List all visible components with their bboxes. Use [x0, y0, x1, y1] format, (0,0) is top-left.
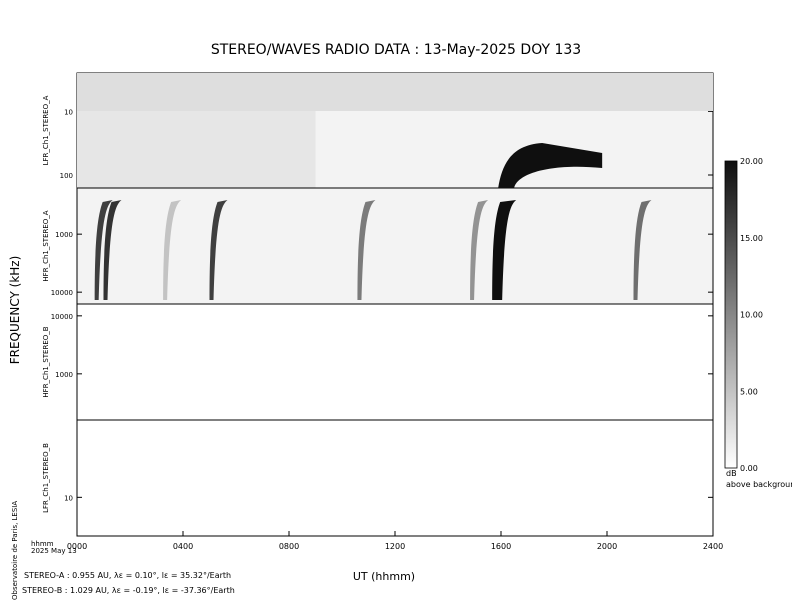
colorbar-unit: dB — [726, 469, 737, 478]
panel-frame — [76, 303, 714, 421]
x-tick-label: 0800 — [279, 542, 299, 551]
panel-LFR_Ch1_STEREO_B: 10 LFR_Ch1_STEREO_B — [42, 419, 714, 537]
colorbar-tick-label: 5.00 — [740, 387, 758, 396]
y-tick-label: 10000 — [51, 289, 73, 297]
colorbar-tick-label: 15.00 — [740, 234, 763, 243]
colorbar-tick-label: 20.00 — [740, 157, 763, 166]
chart-title: STEREO/WAVES RADIO DATA : 13-May-2025 DO… — [211, 42, 581, 58]
date-label-date: 2025 May 13 — [31, 547, 77, 555]
burst-event — [94, 200, 113, 300]
x-axis-label: UT (hhmm) — [353, 570, 415, 583]
lfr-background-band — [77, 73, 713, 111]
colorbar-tick-label: 0.00 — [740, 464, 758, 473]
y-tick-label: 10 — [64, 108, 73, 116]
burst-event — [498, 143, 603, 188]
date-label-hhmm: hhmm — [31, 540, 54, 548]
x-tick-label: 1200 — [385, 542, 405, 551]
panel-label: LFR_Ch1_STEREO_A — [42, 95, 50, 165]
panel-label: LFR_Ch1_STEREO_B — [42, 443, 50, 513]
colorbar-tick-label: 10.00 — [740, 311, 763, 320]
panel-HFR_Ch1_STEREO_B: 10000 1000 HFR_Ch1_STEREO_B — [42, 303, 714, 421]
colorbar-scale — [724, 160, 738, 469]
institution-label: Observatoire de Paris, LESIA — [11, 501, 19, 600]
colorbar-caption: above background — [726, 480, 792, 489]
burst-event — [357, 200, 376, 300]
x-tick-label: 0000 — [67, 542, 87, 551]
burst-event — [470, 200, 489, 300]
panel-frame — [76, 419, 714, 537]
lfr-background-band — [77, 111, 316, 188]
y-tick-label: 10000 — [51, 313, 73, 321]
x-tick-label: 2000 — [597, 542, 617, 551]
burst-event — [103, 200, 122, 300]
burst-events — [94, 143, 652, 300]
y-axis-label: FREQUENCY (kHz) — [8, 256, 22, 365]
colorbar: 0.00 5.00 10.00 15.00 20.00 — [724, 157, 763, 473]
panel-label: HFR_Ch1_STEREO_B — [42, 326, 50, 397]
burst-event — [209, 200, 228, 300]
burst-event — [633, 200, 652, 300]
burst-event — [492, 200, 517, 300]
burst-event — [163, 200, 182, 300]
y-tick-label: 100 — [60, 172, 73, 180]
x-tick-label: 2400 — [703, 542, 723, 551]
stereo-a-position: STEREO-A : 0.955 AU, λε = 0.10°, lε = 35… — [24, 571, 231, 580]
y-tick-label: 1000 — [55, 231, 73, 239]
x-tick-label: 1600 — [491, 542, 511, 551]
x-tick-label: 0400 — [173, 542, 193, 551]
stereo-b-position: STEREO-B : 1.029 AU, λε = -0.19°, lε = -… — [22, 586, 235, 595]
spectrogram-panels: 10100LFR_Ch1_STEREO_A100010000HFR_Ch1_ST… — [42, 72, 714, 537]
panel-label: HFR_Ch1_STEREO_A — [42, 210, 50, 281]
y-tick-label: 1000 — [55, 371, 73, 379]
panel-LFR_Ch1_STEREO_A: 10 100 LFR_Ch1_STEREO_A — [42, 72, 714, 189]
y-tick-label: 10 — [64, 494, 73, 502]
x-axis-ticks: 0000 0400 0800 1200 1600 2000 2400 — [67, 531, 723, 551]
